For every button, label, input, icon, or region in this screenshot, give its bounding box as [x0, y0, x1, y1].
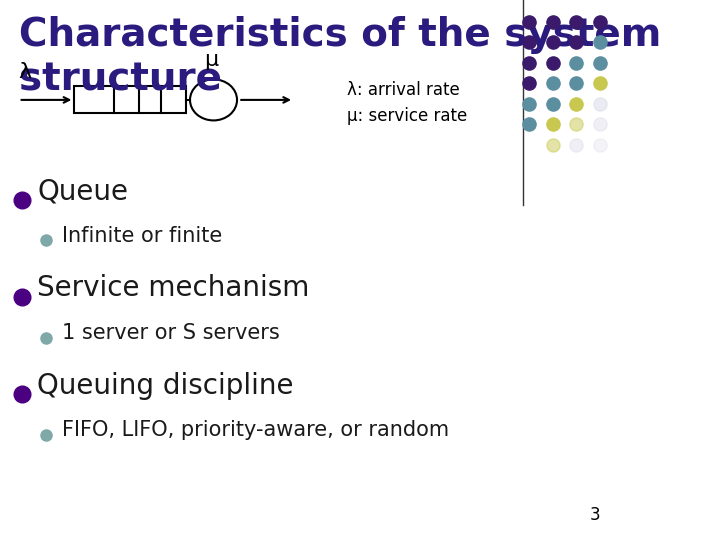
- Text: FIFO, LIFO, priority-aware, or random: FIFO, LIFO, priority-aware, or random: [62, 420, 449, 440]
- Point: [570, 120, 582, 129]
- Point: [570, 99, 582, 108]
- Text: λ: arrival rate
μ: service rate: λ: arrival rate μ: service rate: [346, 81, 467, 125]
- Point: [523, 99, 535, 108]
- Text: 1 server or S servers: 1 server or S servers: [62, 323, 279, 343]
- Point: [594, 58, 606, 67]
- Point: [523, 38, 535, 46]
- Point: [523, 58, 535, 67]
- Point: [523, 120, 535, 129]
- Text: 3: 3: [590, 506, 600, 524]
- Point: [523, 17, 535, 26]
- Point: [594, 120, 606, 129]
- Text: Queue: Queue: [37, 177, 128, 205]
- Text: λ: λ: [19, 62, 32, 82]
- Point: [547, 58, 559, 67]
- Text: μ: μ: [204, 50, 218, 70]
- Point: [547, 99, 559, 108]
- Point: [547, 120, 559, 129]
- Point: [594, 140, 606, 149]
- Point: [570, 79, 582, 87]
- Point: [570, 38, 582, 46]
- Point: [547, 79, 559, 87]
- Point: [594, 99, 606, 108]
- Point: [594, 79, 606, 87]
- Bar: [74, 86, 186, 113]
- Circle shape: [190, 79, 237, 120]
- Point: [547, 140, 559, 149]
- Text: Infinite or finite: Infinite or finite: [62, 226, 222, 246]
- Point: [594, 17, 606, 26]
- Text: Service mechanism: Service mechanism: [37, 274, 310, 302]
- Text: Queuing discipline: Queuing discipline: [37, 372, 294, 400]
- Point: [547, 17, 559, 26]
- Point: [570, 140, 582, 149]
- Point: [547, 38, 559, 46]
- Point: [594, 38, 606, 46]
- Text: Characteristics of the system
structure: Characteristics of the system structure: [19, 16, 661, 98]
- Point: [570, 58, 582, 67]
- Point: [570, 17, 582, 26]
- Point: [523, 79, 535, 87]
